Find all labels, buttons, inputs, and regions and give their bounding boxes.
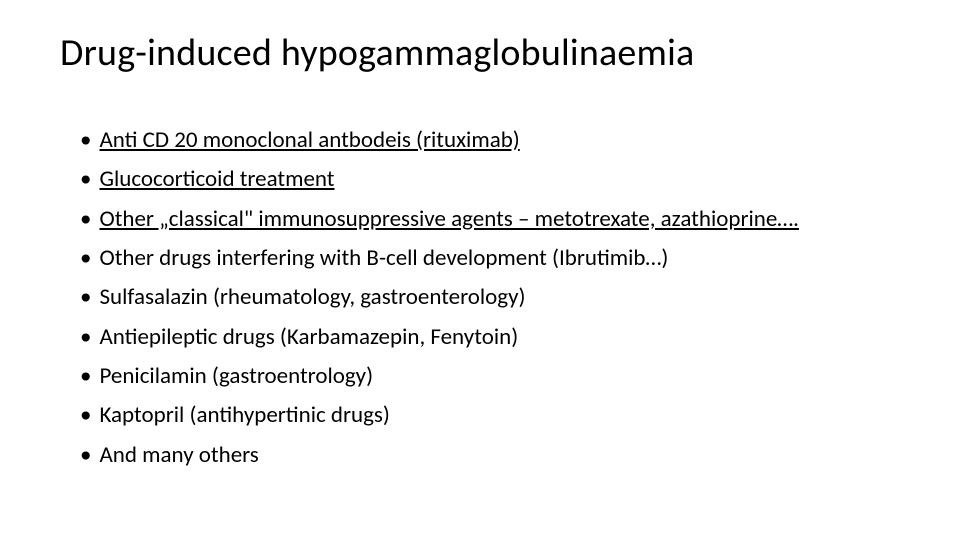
- bullet-icon: •: [80, 163, 91, 196]
- list-item: •Antiepileptic drugs (Karbamazepin, Feny…: [80, 321, 910, 354]
- bullet-icon: •: [80, 203, 91, 236]
- list-item-text: Anti CD 20 monoclonal antbodeis (rituxim…: [99, 124, 519, 157]
- list-item-text: Sulfasalazin (rheumatology, gastroentero…: [99, 281, 525, 314]
- list-item: •And many others: [80, 439, 910, 472]
- list-item-text: Kaptopril (antihypertinic drugs): [99, 399, 389, 432]
- list-item-text: Penicilamin (gastroentrology): [99, 360, 373, 393]
- bullet-icon: •: [80, 124, 91, 157]
- slide-title: Drug-induced hypogammaglobulinaemia: [60, 30, 910, 76]
- list-item-text: Antiepileptic drugs (Karbamazepin, Fenyt…: [99, 321, 518, 354]
- bullet-icon: •: [80, 321, 91, 354]
- list-item: •Other „classical" immunosuppressive age…: [80, 203, 910, 236]
- list-item: •Kaptopril (antihypertinic drugs): [80, 399, 910, 432]
- list-item-text: Other drugs interfering with B-cell deve…: [99, 242, 668, 275]
- bullet-icon: •: [80, 281, 91, 314]
- bullet-list: •Anti CD 20 monoclonal antbodeis (rituxi…: [60, 124, 910, 472]
- list-item-text: And many others: [99, 439, 258, 472]
- list-item-text: Other „classical" immunosuppressive agen…: [99, 203, 799, 236]
- list-item: •Glucocorticoid treatment: [80, 163, 910, 196]
- list-item: •Penicilamin (gastroentrology): [80, 360, 910, 393]
- bullet-icon: •: [80, 242, 91, 275]
- bullet-icon: •: [80, 399, 91, 432]
- list-item: •Other drugs interfering with B-cell dev…: [80, 242, 910, 275]
- bullet-icon: •: [80, 439, 91, 472]
- list-item: •Anti CD 20 monoclonal antbodeis (rituxi…: [80, 124, 910, 157]
- bullet-icon: •: [80, 360, 91, 393]
- list-item: •Sulfasalazin (rheumatology, gastroenter…: [80, 281, 910, 314]
- list-item-text: Glucocorticoid treatment: [99, 163, 334, 196]
